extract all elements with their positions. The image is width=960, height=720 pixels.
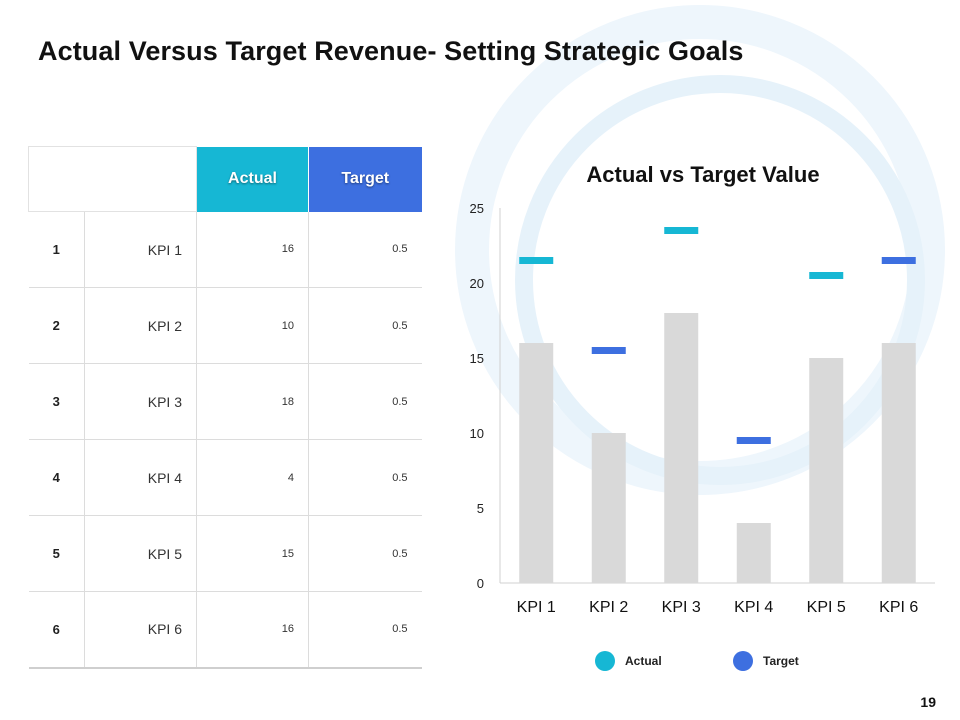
row-number: 5 <box>28 515 85 592</box>
page-number: 19 <box>920 694 936 710</box>
table-row: 5 KPI 5 15 0.5 <box>28 515 422 592</box>
marker-actual-kpi-3 <box>664 227 699 234</box>
bar-kpi-1 <box>519 343 554 583</box>
actual-value: 16 <box>196 211 309 288</box>
x-category-label: KPI 2 <box>589 599 628 616</box>
legend-swatch-target <box>733 651 753 671</box>
legend-swatch-actual <box>595 651 615 671</box>
table-row: 1 KPI 1 16 0.5 <box>28 211 422 288</box>
page-title: Actual Versus Target Revenue- Setting St… <box>38 36 744 66</box>
table-row: 6 KPI 6 16 0.5 <box>28 591 422 669</box>
table-row: 2 KPI 2 10 0.5 <box>28 287 422 364</box>
x-category-label: KPI 4 <box>734 599 773 616</box>
table-header-actual-label: Actual <box>228 170 277 187</box>
background-ring-inner <box>515 75 925 485</box>
actual-value: 16 <box>196 591 309 669</box>
bar-kpi-2 <box>591 433 626 583</box>
x-category-label: KPI 5 <box>807 599 846 616</box>
target-value: 0.5 <box>308 287 422 364</box>
y-tick-label: 0 <box>477 576 484 591</box>
kpi-name: KPI 4 <box>84 439 197 516</box>
y-tick-label: 5 <box>477 501 484 516</box>
actual-vs-target-chart: Actual vs Target Value 0 5 10 15 20 25 KPI 1 KPI… <box>470 162 935 671</box>
target-value: 0.5 <box>308 515 422 592</box>
table-header-row: Actual Target <box>28 146 422 212</box>
x-category-label: KPI 1 <box>517 599 556 616</box>
kpi-name: KPI 6 <box>84 591 197 669</box>
table-row: 3 KPI 3 18 0.5 <box>28 363 422 440</box>
target-value: 0.5 <box>308 591 422 669</box>
y-tick-label: 25 <box>470 201 484 216</box>
kpi-name: KPI 5 <box>84 515 197 592</box>
chart-title: Actual vs Target Value <box>586 162 819 187</box>
bar-kpi-5 <box>809 358 844 583</box>
marker-target-kpi-4 <box>736 437 771 444</box>
marker-target-kpi-2 <box>591 347 626 354</box>
actual-value: 10 <box>196 287 309 364</box>
x-category-label: KPI 6 <box>879 599 918 616</box>
row-number: 1 <box>28 211 85 288</box>
marker-target-kpi-6 <box>881 257 916 264</box>
y-tick-label: 10 <box>470 426 484 441</box>
bar-kpi-3 <box>664 313 699 583</box>
y-tick-label: 15 <box>470 351 484 366</box>
row-number: 6 <box>28 591 85 669</box>
y-tick-label: 20 <box>470 276 484 291</box>
row-number: 3 <box>28 363 85 440</box>
target-value: 0.5 <box>308 439 422 516</box>
row-number: 2 <box>28 287 85 364</box>
x-category-label: KPI 3 <box>662 599 701 616</box>
row-number: 4 <box>28 439 85 516</box>
table-header-target: Target <box>308 146 422 212</box>
table-row: 4 KPI 4 4 0.5 <box>28 439 422 516</box>
actual-value: 15 <box>196 515 309 592</box>
marker-actual-kpi-1 <box>519 257 554 264</box>
kpi-table: Actual Target 1 KPI 1 16 0.5 2 KPI 2 10 … <box>28 146 422 669</box>
target-value: 0.5 <box>308 363 422 440</box>
bar-kpi-4 <box>736 523 771 583</box>
bar-kpi-6 <box>881 343 916 583</box>
table-header-actual: Actual <box>196 146 309 212</box>
kpi-name: KPI 2 <box>84 287 197 364</box>
kpi-name: KPI 1 <box>84 211 197 288</box>
legend-label-target: Target <box>763 654 799 668</box>
actual-value: 4 <box>196 439 309 516</box>
table-header-target-label: Target <box>341 170 390 187</box>
marker-actual-kpi-5 <box>809 272 844 279</box>
legend-label-actual: Actual <box>625 654 662 668</box>
actual-value: 18 <box>196 363 309 440</box>
table-header-blank <box>28 146 197 212</box>
kpi-name: KPI 3 <box>84 363 197 440</box>
target-value: 0.5 <box>308 211 422 288</box>
